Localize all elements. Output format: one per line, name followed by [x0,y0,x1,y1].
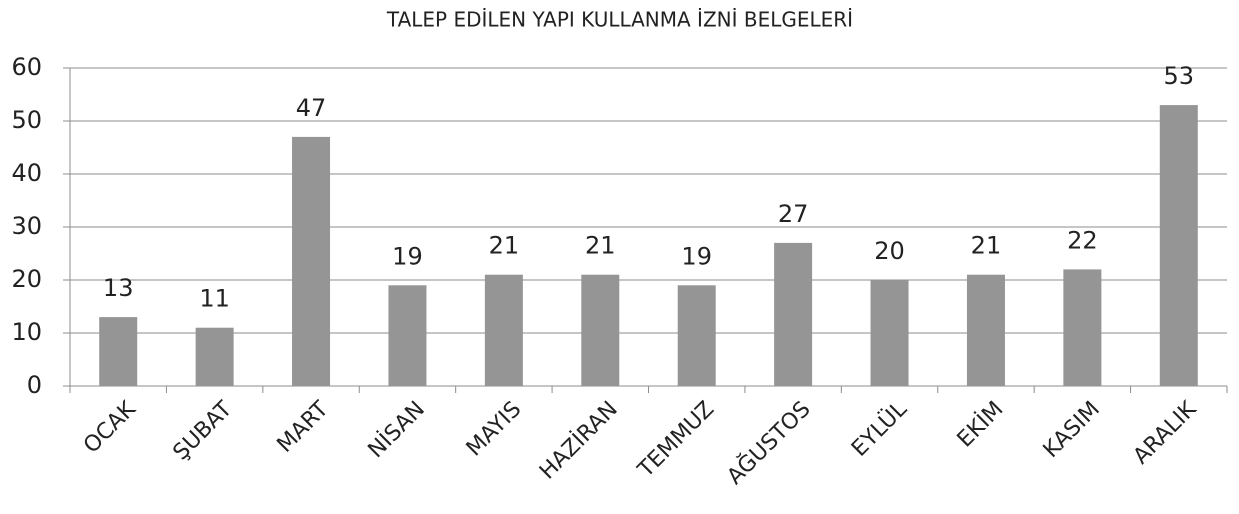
data-label: 21 [971,232,1002,260]
x-tick-label: ARALIK [1129,396,1202,469]
data-label: 19 [681,242,712,270]
bar [484,274,523,386]
bar [99,317,138,386]
data-label: 11 [199,285,230,313]
y-tick-label: 50 [11,106,42,134]
bar [966,274,1005,386]
data-label: 21 [489,232,520,260]
x-tick-label: OCAK [79,396,141,458]
data-label: 20 [874,237,905,265]
y-tick-label: 0 [27,371,42,399]
y-tick-label: 40 [11,159,42,187]
x-tick-label: MAYIS [462,397,527,462]
data-label: 13 [103,274,134,302]
x-tick-label: MART [273,396,334,457]
bar [581,274,620,386]
data-label: 22 [1067,226,1098,254]
data-label: 53 [1164,62,1195,90]
bar [677,285,716,386]
bar [195,327,234,386]
bar [292,136,331,386]
data-label: 21 [585,232,616,260]
bar [774,242,813,386]
y-tick-label: 30 [11,212,42,240]
x-tick-label: TEMMUZ [633,397,719,483]
y-tick-label: 20 [11,265,42,293]
y-tick-label: 60 [11,53,42,81]
data-label: 27 [778,200,809,228]
bar [870,280,909,386]
x-tick-label: EYLÜL [846,396,912,462]
bar [1063,269,1102,386]
chart-title: TALEP EDİLEN YAPI KULLANMA İZNİ BELGELER… [386,8,853,32]
x-tick-label: EKİM [952,396,1008,452]
x-tick-label: ŞUBAT [169,396,238,465]
x-tick-label: KASIM [1039,397,1105,463]
bar [388,285,427,386]
data-label: 47 [296,94,327,122]
data-label: 19 [392,242,423,270]
y-tick-label: 10 [11,318,42,346]
x-tick-label: NİSAN [363,396,430,463]
bar [1159,105,1198,386]
x-tick-label: HAZİRAN [534,396,622,484]
x-tick-label: AĞUSTOS [722,396,816,490]
